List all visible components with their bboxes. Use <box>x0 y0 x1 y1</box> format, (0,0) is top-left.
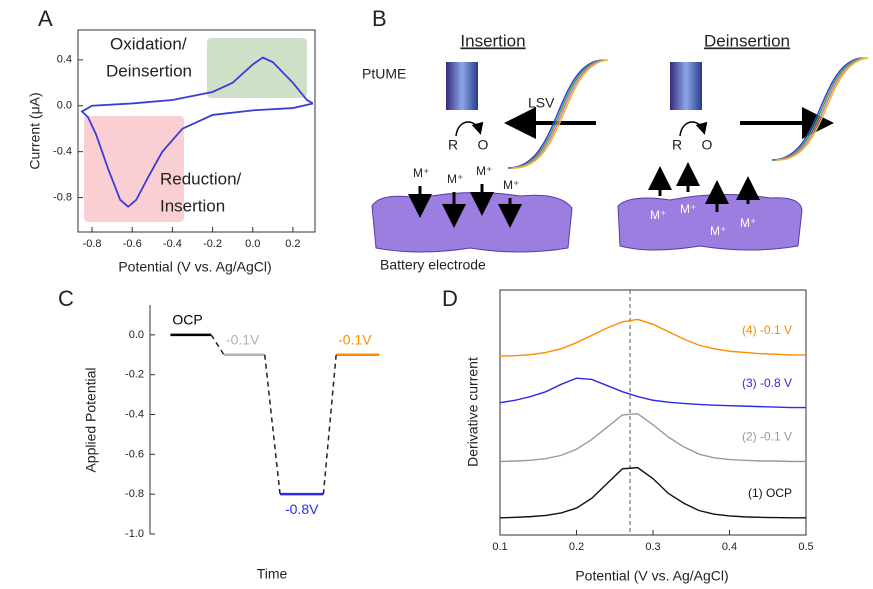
x-tick-label: 0.2 <box>569 541 584 553</box>
redox-label: O <box>702 137 713 153</box>
y-tick-label: -1.0 <box>125 528 144 540</box>
series-label: -0.1V <box>338 331 372 347</box>
panel-letter: B <box>372 6 387 31</box>
series-label: OCP <box>172 312 202 328</box>
redox-label: R <box>672 137 682 153</box>
panel-letter: C <box>58 286 74 311</box>
y-axis-label: Current (μA) <box>27 92 43 169</box>
redox-arrow <box>455 121 484 137</box>
redox-label: R <box>448 137 458 153</box>
derivative-curve <box>499 377 806 409</box>
lsv-label: LSV <box>528 95 555 111</box>
x-axis-label: Potential (V vs. Ag/AgCl) <box>118 259 271 275</box>
x-tick-label: 0.5 <box>798 541 813 553</box>
ion-arrows <box>408 162 760 228</box>
oxidation-region <box>207 38 307 98</box>
x-tick-label: 0.0 <box>245 238 260 250</box>
annotation: Reduction/ <box>160 169 242 188</box>
cv-curve <box>80 56 314 208</box>
ion-label: M⁺ <box>650 208 666 222</box>
redox-arrow <box>679 121 708 137</box>
redox-label: O <box>478 137 489 153</box>
ion-label: M⁺ <box>710 224 726 238</box>
y-tick-label: -0.8 <box>53 191 72 203</box>
ume-tip <box>670 62 702 110</box>
ion-label: M⁺ <box>447 172 463 186</box>
x-tick-label: -0.2 <box>203 238 222 250</box>
charts: -0.8 -0.6 -0.4 -0.2 0.0 0.2 0.4 0.0 -0.4 -0.8 0.0 -… <box>53 29 814 553</box>
y-axis-label: Derivative current <box>465 357 481 467</box>
series-label: -0.8V <box>285 501 319 517</box>
lsv-curves <box>507 57 869 169</box>
annotation: Deinsertion <box>106 61 192 80</box>
y-tick-label: 0.0 <box>129 329 144 341</box>
x-tick-label: -0.4 <box>163 238 182 250</box>
substrate-label: Battery electrode <box>380 257 486 273</box>
series-label: (4) -0.1 V <box>742 323 792 337</box>
series-label: (3) -0.8 V <box>742 376 792 390</box>
electrode-label: PtUME <box>362 66 406 82</box>
battery-electrode <box>371 191 573 253</box>
y-tick-label: 0.0 <box>57 100 72 112</box>
x-tick-label: 0.2 <box>285 238 300 250</box>
derivative-curve <box>499 318 806 357</box>
panel-letter: D <box>442 286 458 311</box>
x-tick-label: 0.4 <box>722 541 737 553</box>
y-tick-label: 0.4 <box>57 54 72 66</box>
annotation: Insertion <box>160 196 225 215</box>
ion-label: M⁺ <box>413 166 429 180</box>
ion-label: M⁺ <box>680 202 696 216</box>
step-transition <box>210 334 225 356</box>
panel-letter: A <box>38 6 53 31</box>
series-label: -0.1V <box>226 331 260 347</box>
y-tick-label: -0.4 <box>125 408 144 420</box>
y-axis-label: Applied Potential <box>83 367 99 472</box>
step-transition <box>264 354 281 495</box>
ion-label: M⁺ <box>476 164 492 178</box>
x-axis-label: Potential (V vs. Ag/AgCl) <box>575 568 728 584</box>
ion-label: M⁺ <box>503 178 519 192</box>
y-tick-label: -0.8 <box>125 488 144 500</box>
ion-label: M⁺ <box>740 216 756 230</box>
diagram: B Insertion Deinsertion PtUME LSV R O R … <box>362 6 869 273</box>
series-label: (2) -0.1 V <box>742 430 792 444</box>
y-tick-label: -0.4 <box>53 146 72 158</box>
x-tick-label: -0.6 <box>123 238 142 250</box>
series-label: (1) OCP <box>748 486 792 500</box>
annotation: Oxidation/ <box>110 34 187 53</box>
plot-frame <box>77 29 316 233</box>
x-tick-label: 0.3 <box>645 541 660 553</box>
ume-tip <box>446 62 478 110</box>
x-tick-label: 0.1 <box>492 541 507 553</box>
diagram-title: Insertion <box>460 31 525 50</box>
x-tick-label: -0.8 <box>83 238 102 250</box>
y-tick-label: -0.6 <box>125 448 144 460</box>
derivative-curve <box>499 466 806 519</box>
step-transition <box>322 354 337 495</box>
x-axis-label: Time <box>257 566 288 582</box>
diagram-title: Deinsertion <box>704 31 790 50</box>
y-tick-label: -0.2 <box>125 369 144 381</box>
reduction-region <box>84 116 184 222</box>
battery-electrode <box>617 193 803 251</box>
derivative-curve <box>499 413 806 463</box>
